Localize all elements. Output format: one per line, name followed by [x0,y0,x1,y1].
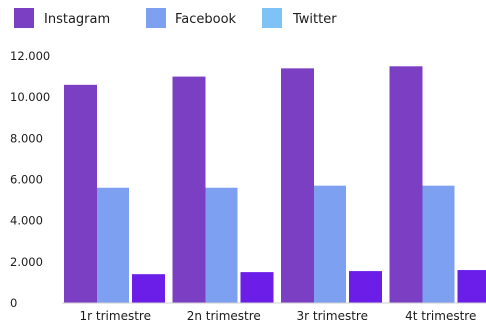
legend-label-twitter: Twitter [292,12,337,27]
bars [64,66,486,304]
y-tick-label: 0 [10,296,17,310]
legend-label-facebook: Facebook [175,12,237,27]
bar-facebook-1 [97,187,129,303]
y-tick-label: 6.000 [10,173,43,187]
x-axis: 1r trimestre 2n trimestre 3r trimestre 4t t… [80,309,477,323]
x-category-label: 1r trimestre [80,309,151,323]
bar-twitter-1 [132,274,165,303]
y-tick-label: 4.000 [10,214,43,228]
legend: Instagram Facebook Twitter [14,8,337,28]
bar-facebook-3 [314,185,346,303]
legend-swatch-instagram [14,8,34,28]
bar-instagram-4 [389,66,423,304]
legend-label-instagram: Instagram [44,12,110,27]
bar-facebook-2 [205,187,238,303]
bar-instagram-3 [281,68,314,303]
y-tick-label: 8.000 [10,131,43,145]
y-tick-label: 10.000 [10,90,50,104]
y-tick-label: 2.000 [10,255,43,269]
y-axis: 0 2.000 4.000 6.000 8.000 10.000 12.000 [10,49,50,310]
bar-twitter-2 [240,272,274,303]
x-category-label: 4t trimestre [405,309,476,323]
bar-facebook-4 [422,185,455,303]
bar-instagram-2 [172,76,206,303]
legend-swatch-facebook [146,8,166,28]
bar-twitter-4 [457,270,486,303]
x-category-label: 3r trimestre [297,309,368,323]
legend-swatch-twitter [262,8,282,28]
bar-instagram-1 [64,84,97,303]
bar-twitter-3 [349,271,382,303]
x-category-label: 2n trimestre [187,309,261,323]
y-tick-label: 12.000 [10,49,50,63]
